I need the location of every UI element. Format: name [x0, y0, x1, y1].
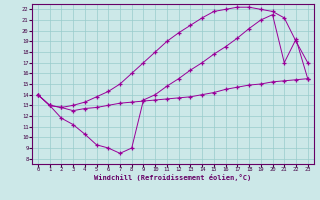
X-axis label: Windchill (Refroidissement éolien,°C): Windchill (Refroidissement éolien,°C)	[94, 174, 252, 181]
